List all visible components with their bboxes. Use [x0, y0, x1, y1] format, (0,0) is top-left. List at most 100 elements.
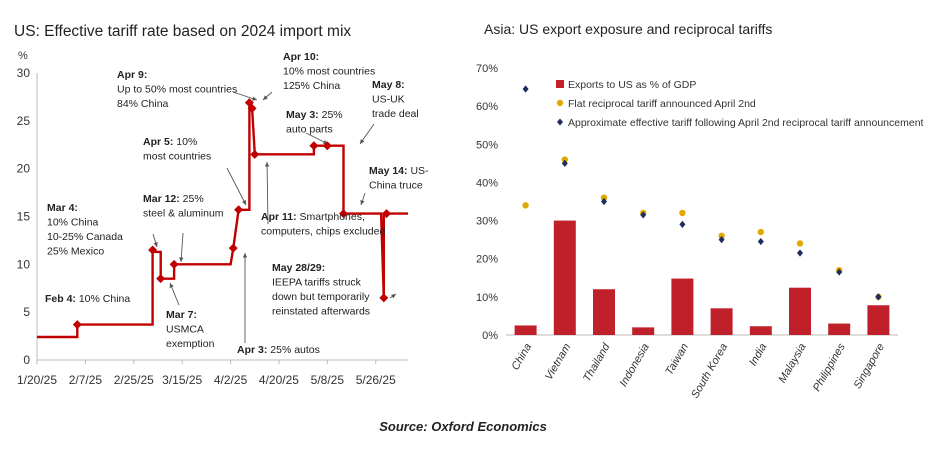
left-x-tick-label: 2/7/25 — [69, 373, 103, 387]
effective-tariff-diamond — [757, 237, 764, 246]
effective-tariff-diamond — [522, 85, 529, 93]
tariff-marker — [247, 103, 257, 113]
left-y-tick-label: 15 — [17, 210, 31, 224]
category-label: South Korea — [689, 342, 730, 401]
annotation-arrow — [226, 167, 247, 206]
annotation-label: Mar 12: 25% steel & aluminum — [143, 193, 224, 220]
asia-exposure-chart: Asia: US export exposure and reciprocal … — [476, 21, 924, 400]
export-bar — [514, 325, 537, 335]
annotation-arrow — [266, 161, 269, 225]
source-note: Source: Oxford Economics — [379, 419, 547, 434]
tariff-rate-markers — [72, 98, 391, 330]
right-y-tick-label: 0% — [482, 330, 498, 342]
export-bar — [828, 323, 851, 335]
tariff-marker — [228, 243, 238, 253]
export-bar — [593, 289, 615, 335]
annotation-label: Apr 9: Up to 50% most countries 84% China — [117, 69, 237, 110]
right-chart-title: Asia: US export exposure and reciprocal … — [484, 21, 772, 37]
left-y-tick-label: 30 — [17, 66, 31, 80]
annotation-label: May 3: 25% auto parts — [286, 109, 343, 136]
category-label: Singapore — [852, 342, 887, 391]
left-x-tick-label: 4/20/25 — [259, 373, 299, 387]
tariff-marker — [234, 205, 244, 215]
annotation-label: Mar 7: USMCA exemption — [166, 309, 215, 350]
category-label: Taiwan — [663, 342, 691, 378]
flat-tariff-dot — [522, 202, 529, 209]
annotation-arrowhead — [360, 200, 365, 205]
left-y-tick-label: 5 — [23, 305, 30, 319]
flat-tariff-dot — [679, 209, 686, 217]
annotation-label: Apr 5: 10% most countries — [143, 136, 211, 163]
legend-exports: Exports to US as % of GDP — [568, 79, 696, 91]
tariff-marker — [156, 274, 166, 284]
left-x-tick-label: 2/25/25 — [114, 373, 154, 387]
legend: Exports to US as % of GDP Flat reciproca… — [556, 79, 924, 129]
category-label: Malaysia — [777, 342, 809, 386]
category-label: Vietnam — [543, 342, 573, 383]
left-y-tick-label: 0 — [23, 353, 30, 367]
annotation-arrow — [180, 232, 184, 263]
left-y-tick-label: 25 — [17, 114, 31, 128]
legend-bar-swatch — [556, 80, 564, 88]
effective-tariff-diamond — [718, 236, 725, 244]
effective-tariff-diamond — [797, 249, 803, 257]
left-chart-title: US: Effective tariff rate based on 2024 … — [14, 23, 351, 40]
flat-tariff-dot — [757, 228, 764, 236]
left-x-tick-label: 4/2/25 — [214, 373, 248, 387]
left-x-tick-label: 5/26/25 — [356, 373, 396, 387]
annotation-label: May 8: US-UK trade deal — [372, 79, 419, 120]
annotation-arrowhead — [360, 139, 365, 144]
annotation-arrowhead — [153, 242, 158, 247]
annotations: Feb 4: 10% China Mar 4: 10% China 10-25% Ca… — [45, 51, 429, 356]
right-y-tick-label: 60% — [476, 101, 498, 113]
tariff-marker — [322, 141, 332, 151]
effective-tariff-diamonds — [522, 85, 882, 301]
left-y-tick-label: 20 — [17, 162, 31, 176]
export-bar — [867, 305, 890, 335]
left-x-tick-label: 3/15/25 — [162, 373, 202, 387]
export-bar — [671, 278, 694, 335]
effective-tariff-diamond — [875, 293, 882, 301]
right-y-tick-label: 70% — [476, 63, 498, 75]
left-x-tick-label: 5/8/25 — [311, 373, 345, 387]
category-label: Philippines — [811, 341, 848, 394]
flat-tariff-dots — [522, 156, 882, 301]
annotation-arrowhead — [252, 96, 257, 101]
right-y-ticks: 0% 10% 20% 30% 40% 50% 60% 70% — [476, 63, 498, 342]
effective-tariff-diamond — [836, 268, 843, 276]
annotation-arrowhead — [242, 253, 248, 258]
left-x-tick-label: 1/20/25 — [17, 373, 57, 387]
tariff-marker — [309, 141, 319, 151]
effective-tariff-diamond — [640, 211, 647, 219]
right-y-tick-label: 30% — [476, 216, 498, 228]
effective-tariff-diamond — [561, 159, 568, 167]
export-bar — [749, 326, 772, 335]
export-bar — [789, 287, 811, 335]
tariff-marker — [148, 245, 158, 255]
legend-effective-tariff: Approximate effective tariff following A… — [568, 117, 924, 129]
annotation-label: May 14: US-China truce — [369, 165, 429, 192]
tariff-marker — [338, 209, 348, 219]
annotation-arrows — [152, 91, 397, 343]
right-y-tick-label: 50% — [476, 139, 498, 151]
export-bars — [514, 220, 890, 335]
annotation-arrowhead — [264, 162, 270, 167]
annotation-label: Apr 11: Smartphones, computers, chips exc… — [261, 211, 385, 238]
effective-tariff-diamond — [679, 220, 686, 228]
annotation-label: Mar 4: 10% China 10-25% Canada 25% Mexico — [47, 202, 123, 258]
left-y-unit: % — [18, 50, 28, 62]
tariff-marker — [250, 149, 260, 159]
flat-tariff-dot — [600, 194, 608, 201]
legend-dot-swatch — [556, 99, 564, 107]
export-bar — [710, 308, 733, 335]
legend-diamond-swatch — [557, 118, 563, 126]
category-label: Indonesia — [618, 342, 652, 389]
tariff-marker — [72, 320, 82, 330]
right-y-tick-label: 20% — [476, 254, 498, 266]
category-label: Thailand — [581, 341, 613, 384]
tariff-marker — [169, 259, 179, 269]
annotation-label: May 28/29: IEEPA tariffs struck down but t… — [272, 262, 370, 318]
left-y-tick-label: 10 — [17, 257, 31, 271]
annotation-arrowhead — [169, 283, 174, 288]
right-x-ticks: China Vietnam Thailand Indonesia TaiwanSouth… — [509, 341, 887, 401]
